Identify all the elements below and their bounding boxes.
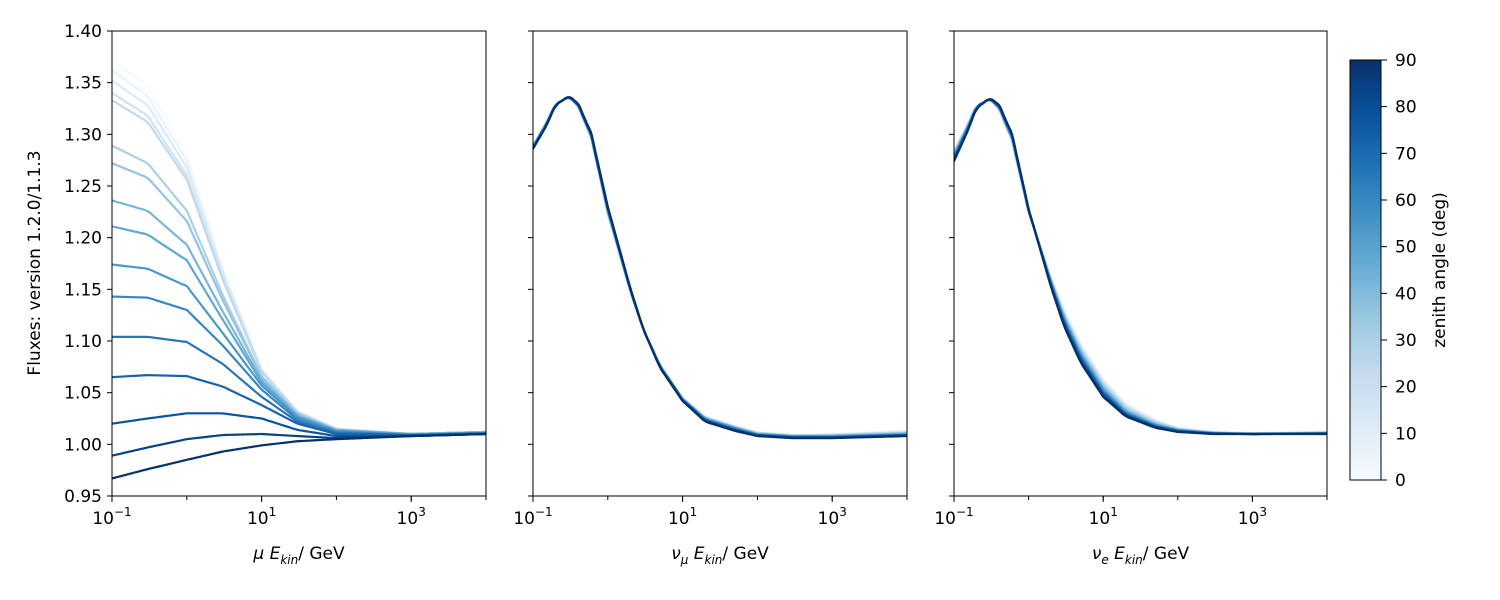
series-line-zenith-54 — [533, 96, 907, 438]
y-tick-label: 1.05 — [64, 384, 102, 404]
x-axis-label: νe Ekin/ GeV — [1092, 544, 1190, 567]
series-line-zenith-12 — [954, 99, 1327, 435]
x-tick-label: 10−1 — [92, 505, 131, 529]
series-line-zenith-24 — [533, 97, 907, 437]
series-lines — [533, 96, 907, 440]
series-line-zenith-84 — [533, 96, 907, 439]
x-tick-label: 101 — [247, 505, 276, 529]
series-line-zenith-84 — [112, 432, 486, 457]
series-line-zenith-54 — [112, 263, 486, 437]
axes-frame — [111, 30, 487, 497]
panel-nue: 10−1 101 103 νe Ekin/ GeV — [934, 30, 1328, 567]
colorbar-tick-label: 40 — [1395, 284, 1417, 304]
colorbar-gradient — [1349, 59, 1382, 481]
series-line-zenith-42 — [533, 97, 907, 438]
series-line-zenith-84 — [954, 98, 1327, 436]
panel-mu: 0.95 1.00 1.05 1.10 1.15 1.20 1.25 1.30 1.35 1.40… — [64, 22, 487, 567]
series-line-zenith-60 — [533, 96, 907, 438]
series-line-zenith-18 — [533, 97, 907, 437]
y-axis-label: Fluxes: version 1.2.0/1.1.3 — [25, 150, 45, 375]
series-line-zenith-36 — [954, 99, 1327, 435]
x-tick-label: 103 — [397, 505, 426, 529]
y-tick-label: 1.25 — [64, 177, 102, 197]
panels: 0.95 1.00 1.05 1.10 1.15 1.20 1.25 1.30 1.35 1.40… — [64, 22, 1328, 567]
panel-numu: 10−1 101 103 νμ Ekin/ GeV — [513, 30, 908, 567]
series-line-zenith-72 — [533, 96, 907, 439]
series-line-zenith-0 — [533, 97, 907, 437]
y-tick-label: 1.15 — [64, 280, 102, 300]
x-axis-label: νμ Ekin/ GeV — [671, 544, 769, 567]
series-line-zenith-36 — [533, 97, 907, 437]
y-tick-label: 1.10 — [64, 332, 102, 352]
series-line-zenith-90 — [112, 432, 486, 480]
x-tick-label: 10−1 — [934, 505, 973, 529]
series-line-zenith-18 — [112, 91, 486, 436]
x-tick-label: 103 — [1238, 505, 1267, 529]
series-line-zenith-24 — [112, 99, 486, 436]
colorbar-tick-label: 70 — [1395, 144, 1417, 164]
series-lines — [112, 58, 486, 480]
x-axis-label: μ Ekin/ GeV — [252, 544, 345, 567]
series-line-zenith-30 — [954, 99, 1327, 435]
colorbar-tick-label: 30 — [1395, 331, 1417, 351]
series-line-zenith-66 — [954, 98, 1327, 436]
series-line-zenith-48 — [112, 225, 486, 436]
series-line-zenith-18 — [954, 99, 1327, 435]
series-line-zenith-36 — [112, 162, 486, 436]
series-line-zenith-12 — [533, 97, 907, 437]
colorbar-tick-label: 80 — [1395, 98, 1417, 118]
colorbar-tick-label: 60 — [1395, 191, 1417, 211]
series-line-zenith-12 — [112, 79, 486, 436]
series-line-zenith-0 — [954, 99, 1327, 435]
colorbar-ticks: 0 10 20 30 40 50 60 70 80 90 — [1381, 51, 1417, 491]
series-line-zenith-6 — [954, 99, 1327, 435]
colorbar: 0 10 20 30 40 50 60 70 80 90 zenith angle (deg) — [1349, 51, 1450, 491]
colorbar-tick-label: 0 — [1395, 471, 1406, 491]
series-line-zenith-42 — [954, 99, 1327, 436]
y-tick-label: 1.40 — [64, 22, 102, 42]
series-line-zenith-90 — [533, 96, 907, 440]
colorbar-tick-label: 20 — [1395, 378, 1417, 398]
y-tick-label: 1.20 — [64, 229, 102, 249]
series-line-zenith-72 — [112, 374, 486, 437]
series-lines — [954, 98, 1327, 436]
series-line-zenith-48 — [954, 99, 1327, 436]
series-line-zenith-90 — [954, 98, 1327, 436]
series-line-zenith-72 — [954, 98, 1327, 436]
series-line-zenith-42 — [112, 199, 486, 436]
series-line-zenith-30 — [533, 97, 907, 437]
series-line-zenith-60 — [954, 98, 1327, 436]
y-tick-label: 1.35 — [64, 74, 102, 94]
series-line-zenith-78 — [954, 98, 1327, 436]
colorbar-tick-label: 10 — [1395, 424, 1417, 444]
series-line-zenith-54 — [954, 98, 1327, 436]
y-tick-label: 1.00 — [64, 435, 102, 455]
series-line-zenith-24 — [954, 99, 1327, 435]
series-line-zenith-30 — [112, 144, 486, 436]
x-tick-label: 101 — [1089, 505, 1118, 529]
series-line-zenith-48 — [533, 97, 907, 438]
axes-frame — [532, 30, 908, 497]
y-tick-label: 0.95 — [64, 487, 102, 507]
series-line-zenith-6 — [112, 69, 486, 436]
y-tick-label: 1.30 — [64, 125, 102, 145]
axes-frame — [953, 30, 1328, 497]
series-line-zenith-6 — [533, 97, 907, 437]
colorbar-tick-label: 90 — [1395, 51, 1417, 71]
x-tick-label: 101 — [668, 505, 697, 529]
x-tick-label: 10−1 — [513, 505, 552, 529]
colorbar-tick-label: 50 — [1395, 238, 1417, 258]
x-tick-label: 103 — [818, 505, 847, 529]
series-line-zenith-66 — [533, 96, 907, 439]
colorbar-label: zenith angle (deg) — [1430, 192, 1450, 348]
series-line-zenith-78 — [533, 96, 907, 439]
